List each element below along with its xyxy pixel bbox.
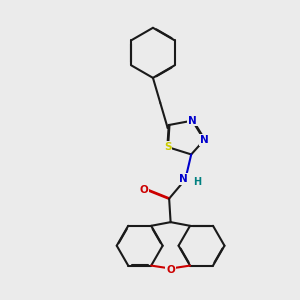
Text: H: H [193, 177, 201, 187]
Text: N: N [179, 174, 188, 184]
Text: S: S [164, 142, 171, 152]
Text: O: O [166, 265, 175, 275]
Text: N: N [200, 135, 209, 145]
Text: O: O [140, 185, 148, 195]
Text: N: N [188, 116, 197, 126]
